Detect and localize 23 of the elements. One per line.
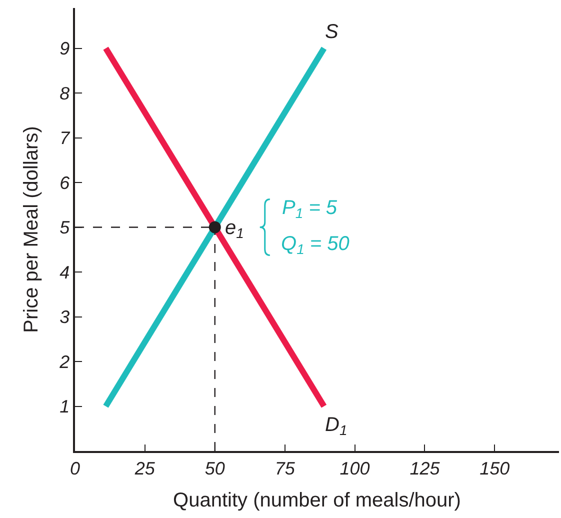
y-tick-label: 2 <box>58 352 70 372</box>
annotation: S <box>325 21 339 43</box>
y-tick-label: 1 <box>60 396 70 417</box>
x-tick-label: 150 <box>480 458 510 478</box>
annotation: e$_{1}$ <box>225 217 244 242</box>
y-tick-label: 5 <box>60 218 71 238</box>
y-tick-label: 4 <box>60 262 70 282</box>
y-tick-label: 3 <box>60 307 70 328</box>
y-axis-title: Price per Meal (dollars) <box>20 126 43 333</box>
x-tick-label: 25 <box>134 458 156 478</box>
y-tick-label: 7 <box>60 128 71 148</box>
annotation: D$_{1}$ <box>325 414 348 438</box>
x-tick-label: 0 <box>70 458 80 478</box>
y-tick-label: 9 <box>60 38 70 59</box>
x-tick-label: 75 <box>274 458 296 478</box>
x-tick-label: 100 <box>340 458 370 478</box>
annotation: Q$_{1}$ = 50 <box>281 233 350 258</box>
x-tick-label: 125 <box>410 458 441 478</box>
x-tick-label: 50 <box>204 458 225 478</box>
x-axis-title: Quantity (number of meals/hour) <box>173 489 461 512</box>
y-tick-label: 8 <box>60 83 70 104</box>
y-tick-label: 6 <box>60 172 71 193</box>
annotation: P$_{1}$ = 5 <box>282 197 338 222</box>
